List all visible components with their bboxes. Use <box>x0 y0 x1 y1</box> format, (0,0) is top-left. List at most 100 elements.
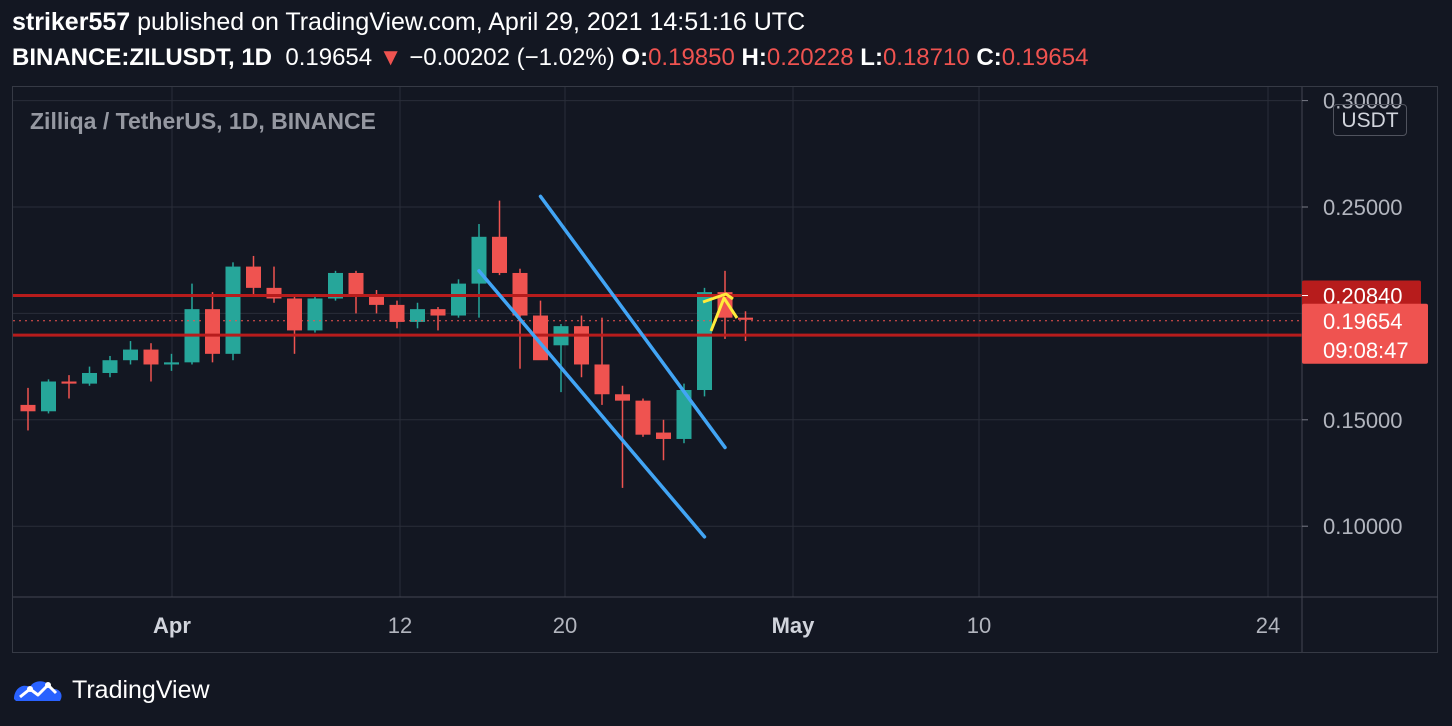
candle <box>451 279 466 318</box>
candle <box>635 398 651 437</box>
drawings <box>13 194 1302 539</box>
candle <box>20 387 36 431</box>
candle-body <box>369 294 384 305</box>
candle <box>348 270 364 314</box>
candle-body <box>676 390 692 439</box>
currency-button[interactable]: USDT <box>1333 104 1407 136</box>
countdown-label: 09:08:47 <box>1323 338 1409 363</box>
candle <box>492 200 507 276</box>
candle-body <box>307 298 323 331</box>
candle <box>656 419 671 461</box>
last-price-label-bg <box>1302 303 1428 364</box>
candle-body <box>328 272 343 299</box>
candle <box>574 315 589 378</box>
time-tick-label: 20 <box>553 613 577 638</box>
arrow-annotation-icon <box>709 296 739 332</box>
close-value: 0.19654 <box>1001 44 1089 71</box>
time-tick-label: 24 <box>1256 613 1280 638</box>
candle <box>594 317 610 405</box>
price-tick-label: 0.10000 <box>1323 514 1403 539</box>
candle-body <box>61 381 77 384</box>
candle-body <box>717 292 733 318</box>
candle-body <box>738 317 753 320</box>
candle-body <box>246 266 261 288</box>
close-label: C: <box>976 44 1002 71</box>
candle <box>41 379 56 414</box>
tradingview-logo-icon <box>14 681 62 701</box>
candle-body <box>143 349 159 365</box>
last-price-label: 0.19654 <box>1323 309 1403 334</box>
open-value: 0.19850 <box>648 44 735 71</box>
footer: TradingView <box>12 672 210 708</box>
candle <box>164 353 179 371</box>
candle-body <box>430 309 446 316</box>
time-tick-label: Apr <box>153 613 191 638</box>
candle-body <box>123 349 138 361</box>
candle <box>102 355 118 378</box>
level-price-label-bg <box>1302 280 1421 311</box>
candle-body <box>266 287 282 299</box>
candle-body <box>615 394 630 401</box>
time-tick-label: 10 <box>967 613 991 638</box>
candle-body <box>225 266 241 354</box>
open-label: O: <box>621 44 649 71</box>
candle <box>246 255 261 295</box>
low-value: 0.18710 <box>882 44 970 71</box>
channel-line-lower <box>477 269 707 539</box>
candle-body <box>82 372 97 384</box>
candle-body <box>205 309 220 354</box>
symbol-label: BINANCE:ZILUSDT, 1D <box>12 44 273 71</box>
candle <box>143 343 159 382</box>
candle <box>225 262 241 361</box>
candle-body <box>635 400 651 435</box>
candle-body <box>451 283 466 316</box>
candle <box>410 302 425 329</box>
low-label: L: <box>860 44 883 71</box>
candle <box>82 366 97 386</box>
chart-legend: Zilliqa / TetherUS, 1D, BINANCE <box>30 108 376 134</box>
price-tick-label: 0.30000 <box>1323 89 1403 114</box>
candle <box>266 266 282 303</box>
candle-body <box>164 362 179 365</box>
arrow-annotation-icon <box>702 292 734 304</box>
down-arrow-icon: ▼ <box>378 44 403 71</box>
chart-frame[interactable] <box>12 86 1438 653</box>
candle <box>307 296 323 333</box>
last-price: 0.19654 <box>285 44 373 71</box>
candle-body <box>574 326 589 365</box>
author-name[interactable]: striker557 <box>12 8 131 36</box>
high-label: H: <box>741 44 767 71</box>
channel-line-upper <box>538 194 727 450</box>
chart-grid <box>13 87 1302 597</box>
axes: 0.300000.250000.150000.100000.208400.189… <box>13 87 1438 652</box>
candle-body <box>594 364 610 395</box>
brand-name[interactable]: TradingView <box>72 675 210 704</box>
candles <box>20 200 753 488</box>
price-tick-label: 0.25000 <box>1323 195 1403 220</box>
time-tick-label: May <box>772 613 816 638</box>
candle-body <box>20 404 36 412</box>
time-tick-label: 12 <box>388 613 412 638</box>
candle-body <box>697 292 712 391</box>
publish-line: striker557 published on TradingView.com,… <box>12 8 805 37</box>
candle <box>369 289 384 314</box>
candle-body <box>471 236 487 284</box>
candle-body <box>656 432 671 439</box>
candle-body <box>287 298 302 331</box>
change-value: −0.00202 (−1.02%) <box>409 44 615 71</box>
candle <box>205 292 220 363</box>
candle-body <box>492 236 507 273</box>
candle <box>717 270 733 339</box>
candle-body <box>389 304 405 322</box>
ohlc-line: BINANCE:ZILUSDT, 1D 0.19654 ▼ −0.00202 (… <box>12 44 1088 72</box>
candle <box>697 287 712 397</box>
candle-body <box>410 309 425 322</box>
high-value: 0.20228 <box>766 44 854 71</box>
candle <box>389 300 405 329</box>
candle <box>123 341 138 365</box>
candle-body <box>41 381 56 412</box>
candle-body <box>102 360 118 373</box>
price-tick-label: 0.15000 <box>1323 408 1403 433</box>
candle <box>430 307 446 331</box>
